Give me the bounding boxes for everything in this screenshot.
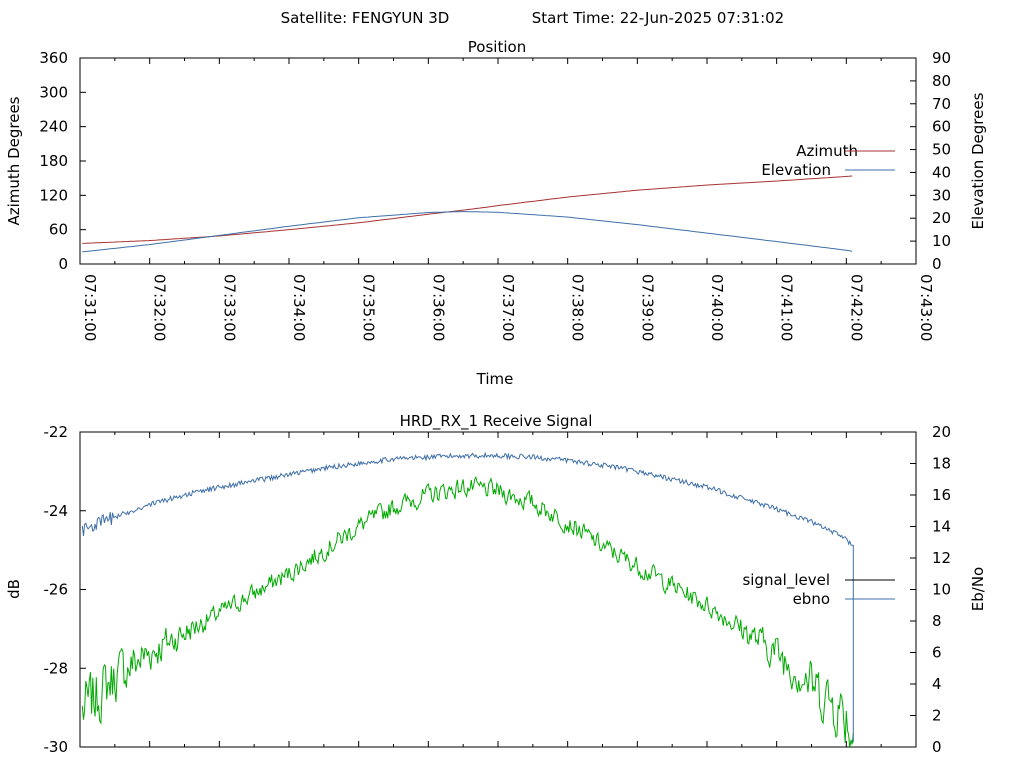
position-x-tick-label: 07:43:00 — [917, 274, 935, 341]
position-x-tick-label: 07:34:00 — [290, 274, 308, 341]
signal-chart-title: HRD_RX_1 Receive Signal — [400, 412, 593, 431]
signal-y2-tick-label: 18 — [932, 455, 951, 473]
position-y-tick-label: 60 — [49, 221, 68, 239]
signal-y-tick-label: -28 — [44, 659, 69, 677]
signal-y-tick-label: -22 — [44, 423, 69, 441]
signal-y2-tick-label: 14 — [932, 518, 951, 536]
position-tick-marks — [79, 57, 917, 265]
position-x-tick-label: 07:39:00 — [638, 274, 656, 341]
position-y-tick-label: 120 — [39, 186, 68, 204]
signal-y2-tick-label: 20 — [932, 423, 951, 441]
signal-y2-axis-label: Eb/No — [969, 567, 987, 611]
signal-y2-tick-label: 4 — [932, 675, 942, 693]
signal-legend: signal_level ebno — [742, 571, 895, 608]
signal-y2-tick-labels: 0 2 4 6 8 10 12 14 16 18 20 — [932, 423, 951, 756]
position-x-tick-label: 07:42:00 — [847, 274, 865, 341]
legend-label-ebno: ebno — [793, 590, 830, 608]
position-x-tick-label: 07:31:00 — [81, 274, 99, 341]
signal-y2-tick-label: 12 — [932, 549, 951, 567]
signal-y-axis-label: dB — [5, 579, 23, 599]
legend-label-elevation: Elevation — [761, 161, 831, 179]
signal-tick-marks — [79, 431, 917, 748]
position-x-tick-label: 07:38:00 — [569, 274, 587, 341]
series-line-ebno — [81, 451, 854, 743]
position-y-tick-label: 0 — [58, 255, 68, 273]
position-y-tick-label: 360 — [39, 49, 68, 67]
position-y2-tick-label: 0 — [932, 255, 942, 273]
position-x-tick-label: 07:37:00 — [499, 274, 517, 341]
position-y2-tick-label: 30 — [932, 186, 951, 204]
position-y2-tick-label: 50 — [932, 141, 951, 159]
signal-y-tick-labels: -30 -28 -26 -24 -22 — [44, 423, 69, 756]
legend-label-signal-level: signal_level — [742, 571, 830, 590]
legend-label-azimuth: Azimuth — [796, 142, 858, 160]
position-y2-tick-labels: 0 10 20 30 40 50 60 70 80 90 — [932, 49, 951, 273]
position-y-tick-label: 180 — [39, 152, 68, 170]
position-series-lines — [82, 175, 853, 253]
start-time-label: Start Time: 22-Jun-2025 07:31:02 — [532, 9, 784, 27]
position-y2-axis-label: Elevation Degrees — [969, 92, 987, 229]
position-x-tick-label: 07:32:00 — [151, 274, 169, 341]
position-y2-tick-label: 90 — [932, 49, 951, 67]
position-x-tick-label: 07:41:00 — [778, 274, 796, 341]
position-chart-title: Position — [468, 38, 526, 56]
position-legend: Azimuth Elevation — [761, 142, 895, 179]
position-x-tick-labels: 07:31:00 07:32:00 07:33:00 07:34:00 07:35:00… — [81, 274, 935, 341]
position-x-axis-label: Time — [476, 370, 514, 388]
position-y2-tick-label: 60 — [932, 118, 951, 136]
satellite-label: Satellite: FENGYUN 3D — [281, 9, 450, 27]
position-y-axis-label: Azimuth Degrees — [5, 96, 23, 225]
signal-y-tick-label: -26 — [44, 581, 69, 599]
signal-y-tick-label: -30 — [44, 738, 69, 756]
signal-y-tick-label: -24 — [44, 502, 69, 520]
signal-y2-tick-label: 10 — [932, 581, 951, 599]
position-x-tick-label: 07:35:00 — [360, 274, 378, 341]
position-y2-tick-label: 10 — [932, 232, 951, 250]
signal-y2-tick-label: 0 — [932, 738, 942, 756]
position-y2-tick-label: 70 — [932, 95, 951, 113]
position-y-tick-label: 240 — [39, 118, 68, 136]
signal-chart: HRD_RX_1 Receive Signal -30-28-26-24-22 … — [5, 412, 987, 756]
series-line-elevation — [82, 211, 853, 253]
position-y2-tick-label: 40 — [932, 163, 951, 181]
series-line-azimuth — [82, 175, 853, 244]
signal-y2-tick-label: 2 — [932, 707, 942, 725]
position-x-tick-label: 07:36:00 — [429, 274, 447, 341]
series-line-signal-level — [81, 476, 854, 748]
signal-series-lines — [81, 451, 854, 748]
position-x-tick-label: 07:40:00 — [708, 274, 726, 341]
signal-y2-tick-label: 6 — [932, 644, 942, 662]
position-y2-tick-label: 80 — [932, 72, 951, 90]
position-x-tick-label: 07:33:00 — [220, 274, 238, 341]
position-y-tick-label: 300 — [39, 83, 68, 101]
signal-y2-tick-label: 16 — [932, 486, 951, 504]
position-y-tick-labels: 0 60 120 180 240 300 360 — [39, 49, 68, 273]
position-y2-tick-label: 20 — [932, 209, 951, 227]
signal-y2-tick-label: 8 — [932, 612, 942, 630]
signal-plot-frame — [79, 431, 917, 748]
position-chart: Position 0 60 120 180 240 300 360 0 10 20 30 40 50 6… — [5, 38, 987, 388]
